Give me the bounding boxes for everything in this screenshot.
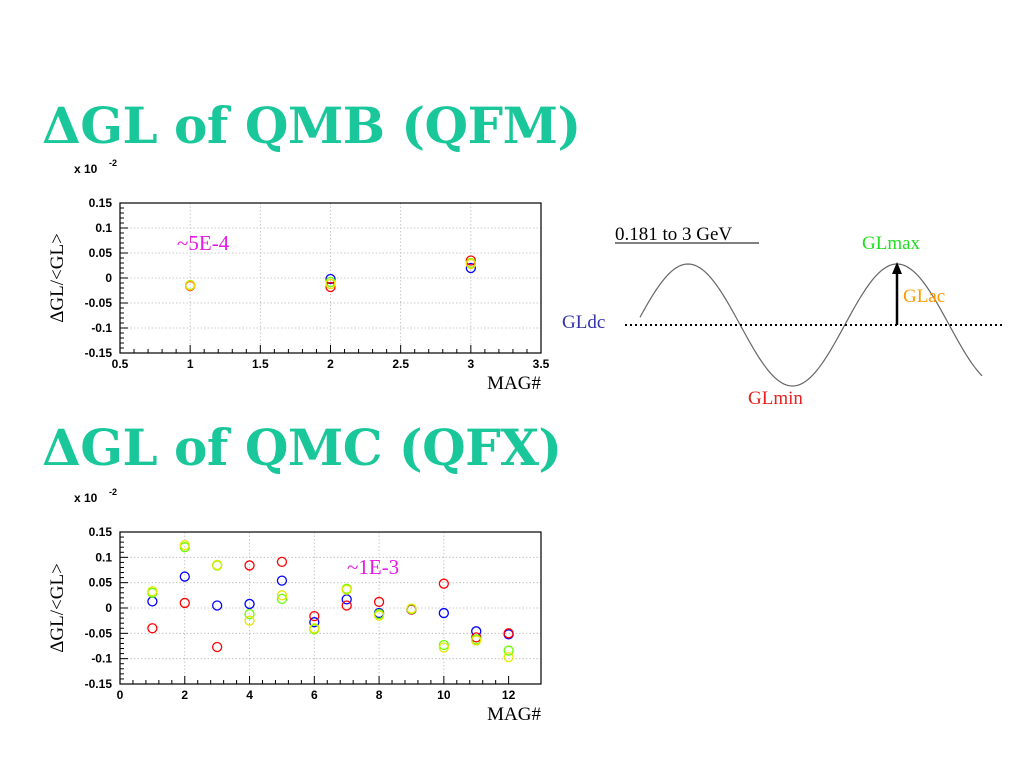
y-tick-label: 0.1 bbox=[95, 221, 112, 235]
data-point-marker bbox=[179, 571, 190, 582]
chart-annotation: ~1E-3 bbox=[347, 555, 399, 579]
x-tick-label: 0 bbox=[117, 688, 124, 702]
data-point-marker bbox=[465, 262, 476, 274]
data-point-marker bbox=[147, 623, 158, 634]
y-tick-label: 0.1 bbox=[95, 550, 112, 564]
x-tick-label: 1.5 bbox=[252, 357, 269, 371]
y-tick-label: -0.05 bbox=[85, 296, 113, 310]
x-tick-label: 6 bbox=[311, 688, 318, 702]
data-point-marker bbox=[503, 651, 514, 663]
x-tick-label: 2.5 bbox=[392, 357, 409, 371]
data-point-marker bbox=[244, 560, 255, 571]
x-tick-label: 12 bbox=[502, 688, 516, 702]
data-point-marker bbox=[276, 556, 288, 568]
data-point-marker bbox=[179, 597, 190, 609]
y-tick-label: 0 bbox=[105, 601, 112, 615]
data-point-marker bbox=[212, 600, 223, 611]
data-point-marker bbox=[438, 642, 449, 653]
data-point-marker bbox=[244, 615, 255, 626]
x-tick-label: 1 bbox=[187, 357, 194, 371]
x-tick-label: 10 bbox=[437, 688, 451, 702]
data-point-marker bbox=[406, 603, 417, 614]
data-point-marker bbox=[309, 610, 320, 622]
y-tick-label: 0.15 bbox=[89, 196, 113, 210]
data-point-marker bbox=[503, 645, 514, 656]
data-point-marker bbox=[325, 273, 336, 285]
data-point-marker bbox=[212, 559, 223, 571]
x-tick-label: 3.5 bbox=[533, 357, 550, 371]
data-point-marker bbox=[373, 596, 385, 608]
data-point-marker bbox=[244, 608, 255, 620]
y-tick-label: 0.15 bbox=[89, 525, 113, 539]
data-point-marker bbox=[276, 590, 288, 601]
glmax-label: GLmax bbox=[862, 233, 921, 254]
slide-title-qmc: ΔGL of QMC (QFX) bbox=[42, 418, 562, 477]
chart-annotation: ~5E-4 bbox=[177, 231, 230, 255]
data-point-marker bbox=[438, 578, 449, 589]
sine-wave-curve bbox=[639, 263, 983, 387]
y-tick-label: -0.1 bbox=[91, 321, 112, 335]
x-tick-label: 8 bbox=[376, 688, 383, 702]
x-axis-title: MAG# bbox=[487, 704, 541, 725]
data-point-marker bbox=[212, 641, 223, 653]
data-point-marker bbox=[325, 278, 336, 290]
axis-multiplier-exponent: -2 bbox=[109, 487, 117, 497]
data-point-marker bbox=[465, 258, 476, 270]
glmin-label: GLmin bbox=[748, 388, 803, 409]
data-point-marker bbox=[341, 600, 352, 611]
data-point-marker bbox=[179, 540, 190, 551]
x-axis-title: MAG# bbox=[487, 373, 541, 394]
data-point-marker bbox=[341, 584, 352, 595]
axis-multiplier-label: x 10 bbox=[74, 162, 98, 176]
energy-range-label: 0.181 to 3 GeV bbox=[615, 224, 732, 245]
y-tick-label: -0.05 bbox=[85, 626, 113, 640]
axis-multiplier-label: x 10 bbox=[74, 491, 98, 505]
x-tick-label: 2 bbox=[327, 357, 334, 371]
data-point-marker bbox=[309, 617, 320, 628]
data-point-marker bbox=[438, 607, 449, 619]
y-tick-label: 0.05 bbox=[89, 246, 113, 260]
glac-label: GLac bbox=[903, 286, 945, 307]
data-point-marker bbox=[471, 635, 482, 646]
x-tick-label: 2 bbox=[181, 688, 188, 702]
y-axis-title: ΔGL/<GL> bbox=[47, 233, 68, 323]
data-point-marker bbox=[503, 628, 514, 639]
data-point-marker bbox=[276, 593, 288, 605]
data-point-marker bbox=[185, 280, 196, 291]
axis-multiplier-exponent: -2 bbox=[109, 158, 117, 168]
x-tick-label: 0.5 bbox=[112, 357, 129, 371]
y-tick-label: 0 bbox=[105, 271, 112, 285]
y-tick-label: -0.15 bbox=[85, 677, 113, 691]
x-tick-label: 3 bbox=[467, 357, 474, 371]
gldc-label: GLdc bbox=[562, 312, 605, 333]
y-tick-label: 0.05 bbox=[89, 576, 113, 590]
glac-arrow-head bbox=[892, 262, 902, 274]
data-point-marker bbox=[438, 639, 449, 651]
x-tick-label: 4 bbox=[246, 688, 253, 702]
y-tick-label: -0.15 bbox=[85, 346, 113, 360]
data-point-marker bbox=[309, 623, 320, 634]
data-point-marker bbox=[244, 598, 255, 610]
y-axis-title: ΔGL/<GL> bbox=[47, 563, 68, 653]
slide-title-qmb: ΔGL of QMB (QFM) bbox=[42, 96, 581, 155]
y-tick-label: -0.1 bbox=[91, 652, 112, 666]
data-point-marker bbox=[373, 610, 385, 621]
data-point-marker bbox=[325, 281, 336, 293]
data-point-marker bbox=[147, 586, 158, 597]
data-point-marker bbox=[276, 575, 288, 586]
